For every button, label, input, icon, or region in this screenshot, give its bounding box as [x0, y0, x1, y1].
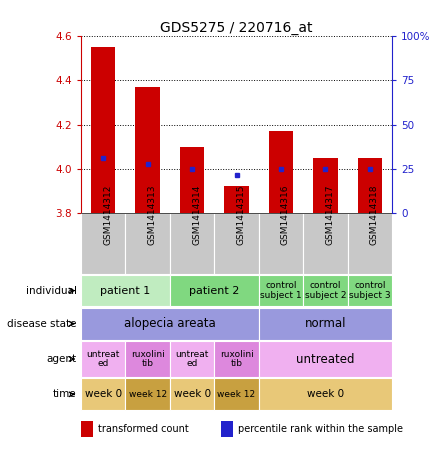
Bar [214, 378, 259, 410]
Bar [348, 275, 392, 307]
Text: control
subject 1: control subject 1 [260, 281, 302, 300]
Bar [303, 275, 348, 307]
Bar [259, 275, 303, 307]
Text: ruxolini
tib: ruxolini tib [219, 350, 254, 368]
Text: patient 1: patient 1 [100, 285, 151, 296]
Bar [81, 308, 259, 340]
Text: alopecia areata: alopecia areata [124, 317, 216, 330]
Bar [303, 213, 348, 274]
Text: ruxolini
tib: ruxolini tib [131, 350, 165, 368]
Text: untreated: untreated [296, 352, 355, 366]
Text: GSM1414313: GSM1414313 [148, 184, 157, 245]
Text: transformed count: transformed count [98, 424, 189, 434]
Bar [170, 213, 214, 274]
Text: GSM1414316: GSM1414316 [281, 184, 290, 245]
Bar [81, 213, 125, 274]
Bar [170, 341, 214, 377]
Bar [170, 275, 259, 307]
Text: week 0: week 0 [173, 389, 211, 400]
Text: GSM1414318: GSM1414318 [370, 184, 379, 245]
Bar [135, 87, 160, 213]
Bar [214, 213, 259, 274]
Bar [214, 341, 259, 377]
Bar [125, 378, 170, 410]
Text: week 12: week 12 [129, 390, 167, 399]
Bar [313, 158, 338, 213]
Text: percentile rank within the sample: percentile rank within the sample [238, 424, 403, 434]
Bar [348, 213, 392, 274]
Bar [125, 213, 170, 274]
Text: GSM1414312: GSM1414312 [103, 184, 112, 245]
Text: week 0: week 0 [85, 389, 122, 400]
Text: control
subject 3: control subject 3 [349, 281, 391, 300]
Text: individual: individual [26, 285, 77, 296]
Bar [81, 378, 125, 410]
Text: normal: normal [304, 317, 346, 330]
Bar [170, 378, 214, 410]
Bar [81, 341, 125, 377]
Text: time: time [53, 389, 77, 400]
Bar [259, 341, 392, 377]
Text: untreat
ed: untreat ed [87, 350, 120, 368]
Text: GSM1414315: GSM1414315 [237, 184, 246, 245]
Text: agent: agent [46, 354, 77, 364]
Bar [81, 421, 93, 437]
Bar [259, 308, 392, 340]
Bar [259, 378, 392, 410]
Text: control
subject 2: control subject 2 [304, 281, 346, 300]
Text: GSM1414317: GSM1414317 [325, 184, 334, 245]
Bar [224, 186, 249, 213]
Bar [125, 341, 170, 377]
Title: GDS5275 / 220716_at: GDS5275 / 220716_at [160, 21, 313, 35]
Text: untreat
ed: untreat ed [175, 350, 209, 368]
Bar [91, 47, 116, 213]
Text: week 0: week 0 [307, 389, 344, 400]
Text: patient 2: patient 2 [189, 285, 240, 296]
Bar [221, 421, 233, 437]
Bar [81, 275, 170, 307]
Bar [259, 213, 303, 274]
Text: GSM1414314: GSM1414314 [192, 184, 201, 245]
Text: disease state: disease state [7, 318, 77, 329]
Bar [180, 147, 204, 213]
Bar [357, 158, 382, 213]
Text: week 12: week 12 [217, 390, 256, 399]
Bar [269, 131, 293, 213]
